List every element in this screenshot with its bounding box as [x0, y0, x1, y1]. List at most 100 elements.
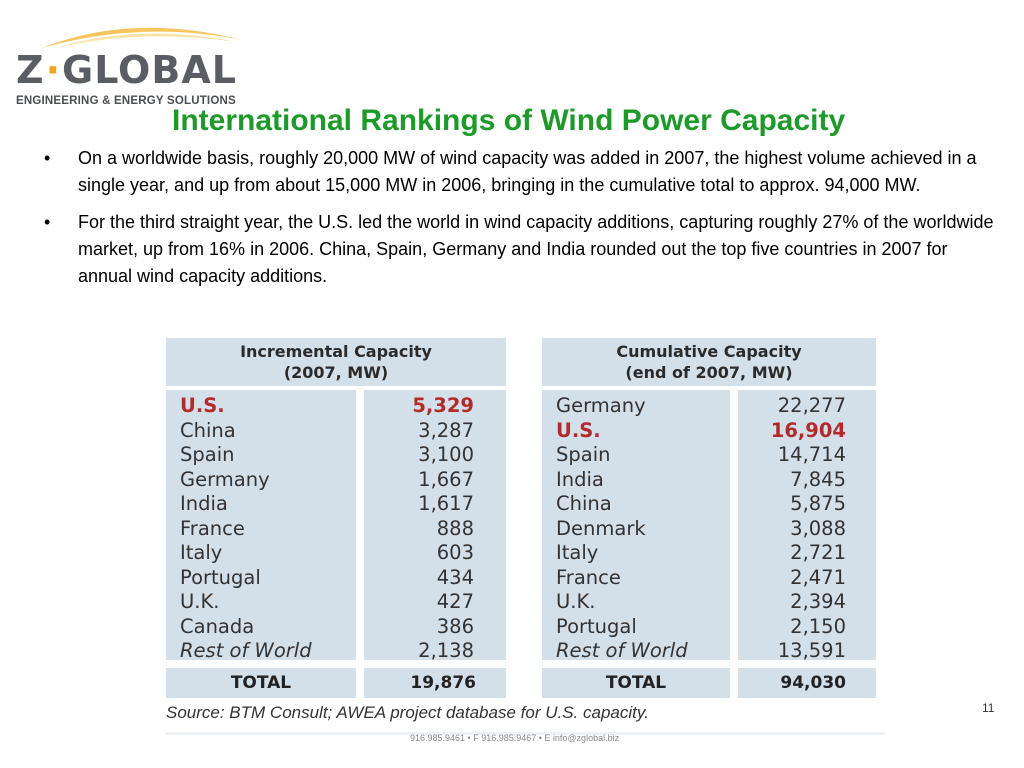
country-name: U.S.	[180, 394, 225, 417]
capacity-value: 1,617	[418, 492, 474, 515]
cumulative-capacity-table: Cumulative Capacity (end of 2007, MW) Ge…	[542, 338, 876, 700]
capacity-value: 7,845	[790, 467, 846, 491]
total-label: TOTAL	[166, 668, 356, 698]
capacity-value: 14,714	[777, 443, 846, 466]
country-name: India	[180, 492, 228, 515]
bullet-icon: •	[44, 148, 51, 168]
table-rows: U.S. 5,329 China 3,287 Spain 3,100 Germany 1,66…	[166, 394, 506, 664]
table-row: Germany 22,277	[542, 394, 876, 419]
country-name: Canada	[180, 614, 255, 638]
capacity-value: 427	[436, 590, 474, 613]
table-row: Rest of World 2,138	[166, 639, 506, 664]
header-line: (2007, MW)	[283, 363, 389, 382]
table-row: Spain 14,714	[542, 443, 876, 468]
country-name: Germany	[556, 394, 646, 417]
source-note: Source: BTM Consult; AWEA project databa…	[166, 703, 649, 722]
country-name: Portugal	[180, 565, 261, 589]
table-row: France 888	[166, 517, 506, 542]
capacity-value: 2,138	[418, 639, 474, 662]
footer-contact: 916.985.9461 • F 916.985.9467 • E info@z…	[410, 733, 620, 743]
logo-swoosh-icon	[42, 27, 242, 49]
country-name: Denmark	[556, 516, 646, 540]
table-header: Incremental Capacity (2007, MW)	[166, 338, 506, 386]
bullet-text: On a worldwide basis, roughly 20,000 MW …	[78, 148, 977, 195]
country-name: U.S.	[556, 418, 601, 442]
name-column-bg	[542, 390, 730, 660]
country-name: France	[556, 565, 621, 589]
total-label: TOTAL	[542, 668, 730, 698]
name-column-bg	[166, 390, 356, 660]
table-row: U.S. 5,329	[166, 394, 506, 419]
country-name: Spain	[180, 443, 235, 466]
capacity-value: 13,591	[777, 639, 846, 662]
capacity-value: 3,100	[418, 443, 474, 466]
footer-divider	[165, 732, 885, 735]
logo-brand: Z·GLOBAL	[16, 48, 237, 92]
table-row: Rest of World 13,591	[542, 639, 876, 664]
country-name: Germany	[180, 467, 270, 491]
country-name: Rest of World	[556, 639, 688, 662]
capacity-value: 603	[436, 541, 474, 564]
country-name: France	[180, 516, 245, 540]
table-row: Spain 3,100	[166, 443, 506, 468]
country-name: Italy	[556, 541, 599, 564]
capacity-value: 3,088	[790, 516, 846, 540]
country-name: India	[556, 467, 604, 491]
country-name: China	[556, 492, 612, 515]
country-name: U.K.	[180, 590, 220, 613]
table-rows: Germany 22,277 U.S. 16,904 Spain 14,714 India 7…	[542, 394, 876, 664]
value-column-bg	[364, 390, 506, 660]
capacity-value: 1,667	[418, 467, 474, 491]
bullet-item: • On a worldwide basis, roughly 20,000 M…	[44, 145, 1004, 199]
capacity-value: 2,721	[790, 541, 846, 564]
capacity-value: 3,287	[418, 418, 474, 442]
logo-tagline: ENGINEERING & ENERGY SOLUTIONS	[16, 95, 236, 107]
table-header: Cumulative Capacity (end of 2007, MW)	[542, 338, 876, 386]
capacity-value: 5,329	[412, 394, 474, 417]
bullet-icon: •	[44, 212, 51, 232]
table-row: U.K. 2,394	[542, 590, 876, 615]
country-name: Italy	[180, 541, 223, 564]
table-row: India 7,845	[542, 468, 876, 493]
capacity-value: 5,875	[790, 492, 846, 515]
country-name: Rest of World	[180, 639, 312, 662]
country-name: Portugal	[556, 614, 637, 638]
capacity-value: 2,471	[790, 565, 846, 589]
country-name: U.K.	[556, 590, 596, 613]
bullet-list: • On a worldwide basis, roughly 20,000 M…	[44, 145, 1004, 300]
capacity-value: 16,904	[770, 418, 846, 442]
capacity-value: 2,150	[790, 614, 846, 638]
table-row: Portugal 434	[166, 566, 506, 591]
slide-title: International Rankings of Wind Power Cap…	[172, 104, 846, 137]
total-value: 94,030	[738, 668, 876, 698]
company-logo: Z·GLOBAL ENGINEERING & ENERGY SOLUTIONS	[12, 18, 252, 110]
table-row: Denmark 3,088	[542, 517, 876, 542]
bullet-item: • For the third straight year, the U.S. …	[44, 209, 1004, 290]
value-column-bg	[738, 390, 876, 660]
header-line: Cumulative Capacity	[616, 342, 802, 361]
header-line: Incremental Capacity	[240, 342, 432, 361]
table-row: India 1,617	[166, 492, 506, 517]
table-row: U.K. 427	[166, 590, 506, 615]
country-name: China	[180, 418, 236, 442]
table-row: Italy 2,721	[542, 541, 876, 566]
page-number: 11	[982, 701, 995, 715]
table-row: Germany 1,667	[166, 468, 506, 493]
table-row: France 2,471	[542, 566, 876, 591]
capacity-value: 22,277	[777, 394, 846, 417]
table-row: Portugal 2,150	[542, 615, 876, 640]
incremental-capacity-table: Incremental Capacity (2007, MW) U.S. 5,32…	[166, 338, 506, 700]
table-row: China 3,287	[166, 419, 506, 444]
capacity-value: 386	[436, 614, 474, 638]
capacity-value: 434	[436, 565, 474, 589]
table-row: China 5,875	[542, 492, 876, 517]
capacity-value: 2,394	[790, 590, 846, 613]
table-row: Italy 603	[166, 541, 506, 566]
header-line: (end of 2007, MW)	[625, 363, 793, 382]
country-name: Spain	[556, 443, 611, 466]
capacity-value: 888	[436, 516, 474, 540]
table-row: Canada 386	[166, 615, 506, 640]
bullet-text: For the third straight year, the U.S. le…	[78, 212, 994, 286]
total-value: 19,876	[364, 668, 506, 698]
table-row: U.S. 16,904	[542, 419, 876, 444]
